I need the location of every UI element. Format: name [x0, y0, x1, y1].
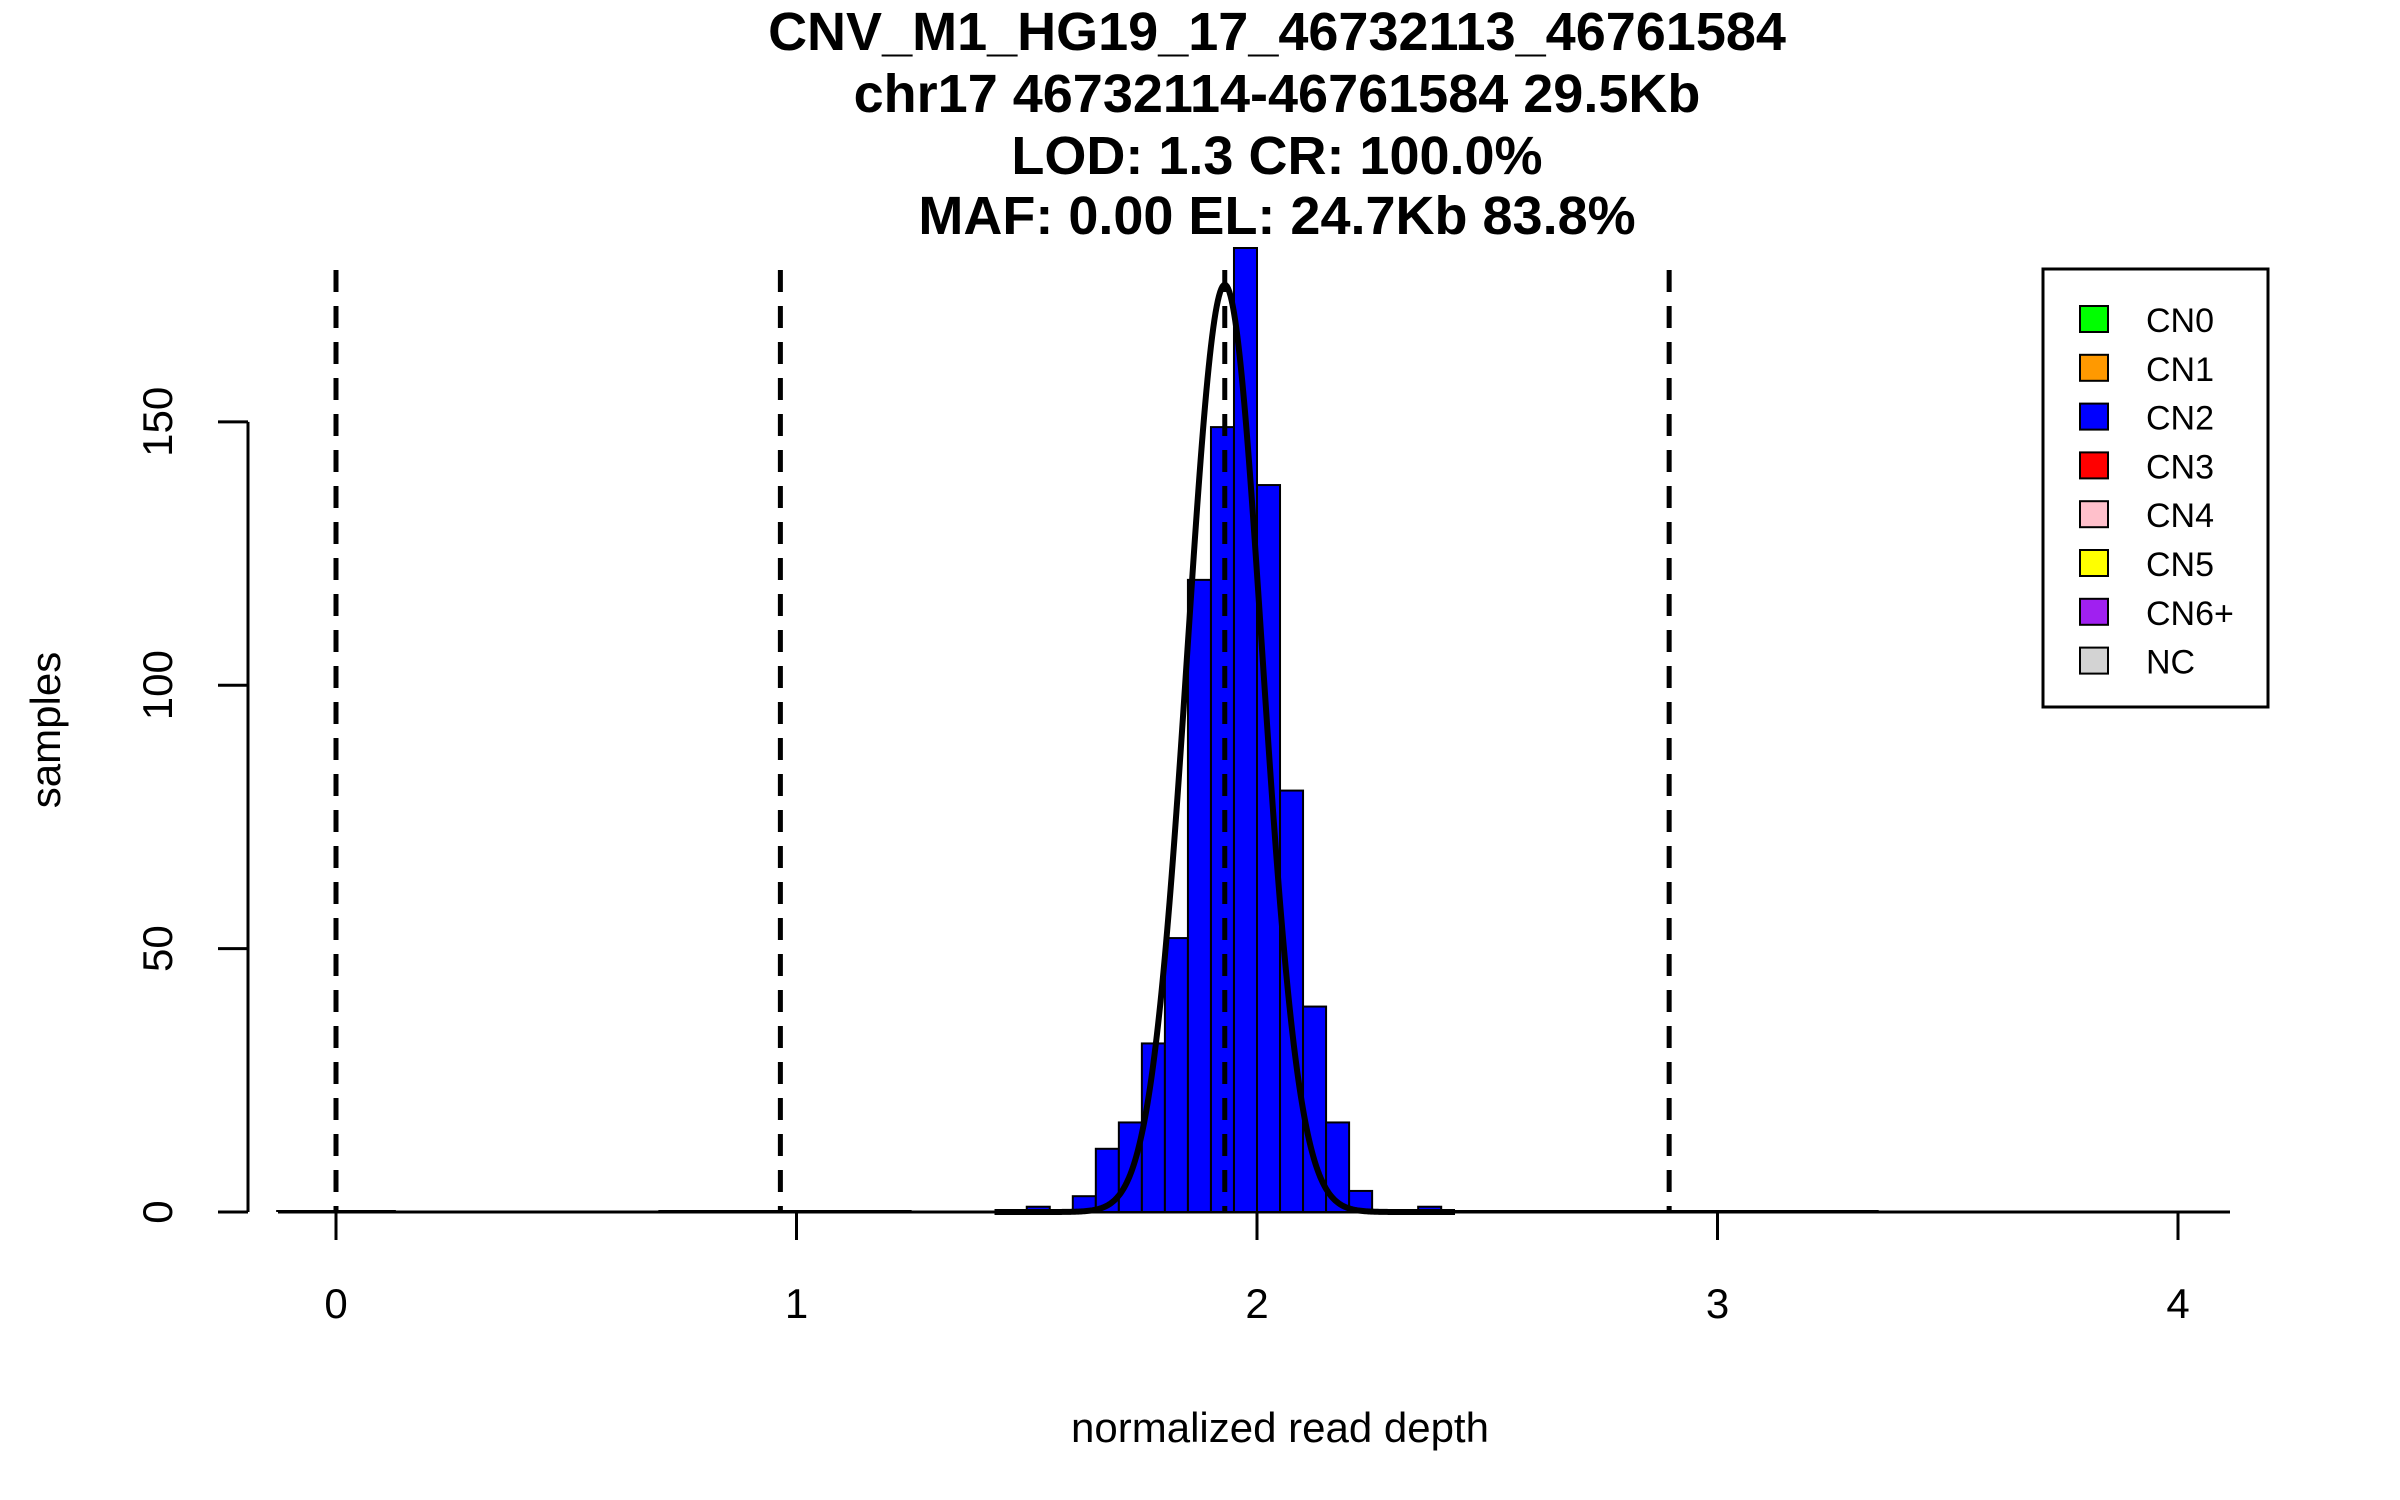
legend-swatch	[2079, 451, 2109, 480]
y-tick-label: 50	[134, 925, 181, 972]
legend-swatch	[2079, 646, 2109, 675]
histogram-bar	[1163, 937, 1189, 1213]
legend-swatch	[2079, 549, 2109, 577]
legend-label: CN0	[2146, 302, 2214, 340]
legend-label: CN2	[2146, 400, 2214, 438]
legend-box	[2041, 267, 2270, 709]
legend-label: CN4	[2146, 497, 2214, 535]
legend-label: CN5	[2146, 546, 2214, 584]
x-axis-label: normalized read depth	[1071, 1404, 1489, 1451]
x-tick-label: 3	[1706, 1280, 1729, 1327]
legend-swatch	[2079, 402, 2109, 431]
chart-title-line: chr17 46732114-46761584 29.5Kb	[854, 64, 1701, 124]
plot-area	[276, 247, 2230, 1215]
legend-label: NC	[2146, 644, 2195, 682]
legend: CN0 CN1 CN2 CN3 CN4 CN5 CN6+ NC	[2041, 267, 2270, 709]
y-axis: 0 50 100 150	[134, 387, 250, 1224]
y-axis-label: samples	[22, 652, 69, 808]
x-tick-label: 1	[785, 1280, 808, 1327]
legend-label: CN6+	[2146, 595, 2234, 633]
chart-title-line: MAF: 0.00 EL: 24.7Kb 83.8%	[918, 186, 1635, 246]
legend-swatch	[2079, 353, 2109, 382]
histogram-bar	[1325, 1121, 1351, 1214]
x-tick-label: 4	[2166, 1280, 2189, 1327]
legend-label: CN3	[2146, 448, 2214, 486]
legend-swatch	[2079, 500, 2109, 529]
y-tick-label: 100	[134, 650, 181, 720]
legend-swatch	[2079, 305, 2109, 333]
x-axis: 0 1 2 3 4	[324, 1212, 2190, 1327]
x-tick-label: 2	[1245, 1280, 1268, 1327]
legend-swatch	[2079, 597, 2109, 626]
fitted-normal-curve	[994, 281, 1456, 1215]
histogram-bar	[1186, 578, 1212, 1213]
chart-title-line: LOD: 1.3 CR: 100.0%	[1011, 126, 1542, 186]
y-tick-label: 150	[134, 387, 181, 457]
legend-label: CN1	[2146, 351, 2214, 389]
x-tick-label: 0	[324, 1280, 347, 1327]
y-tick-label: 0	[134, 1200, 181, 1223]
chart-title-line: CNV_M1_HG19_17_46732113_46761584	[768, 2, 1786, 62]
